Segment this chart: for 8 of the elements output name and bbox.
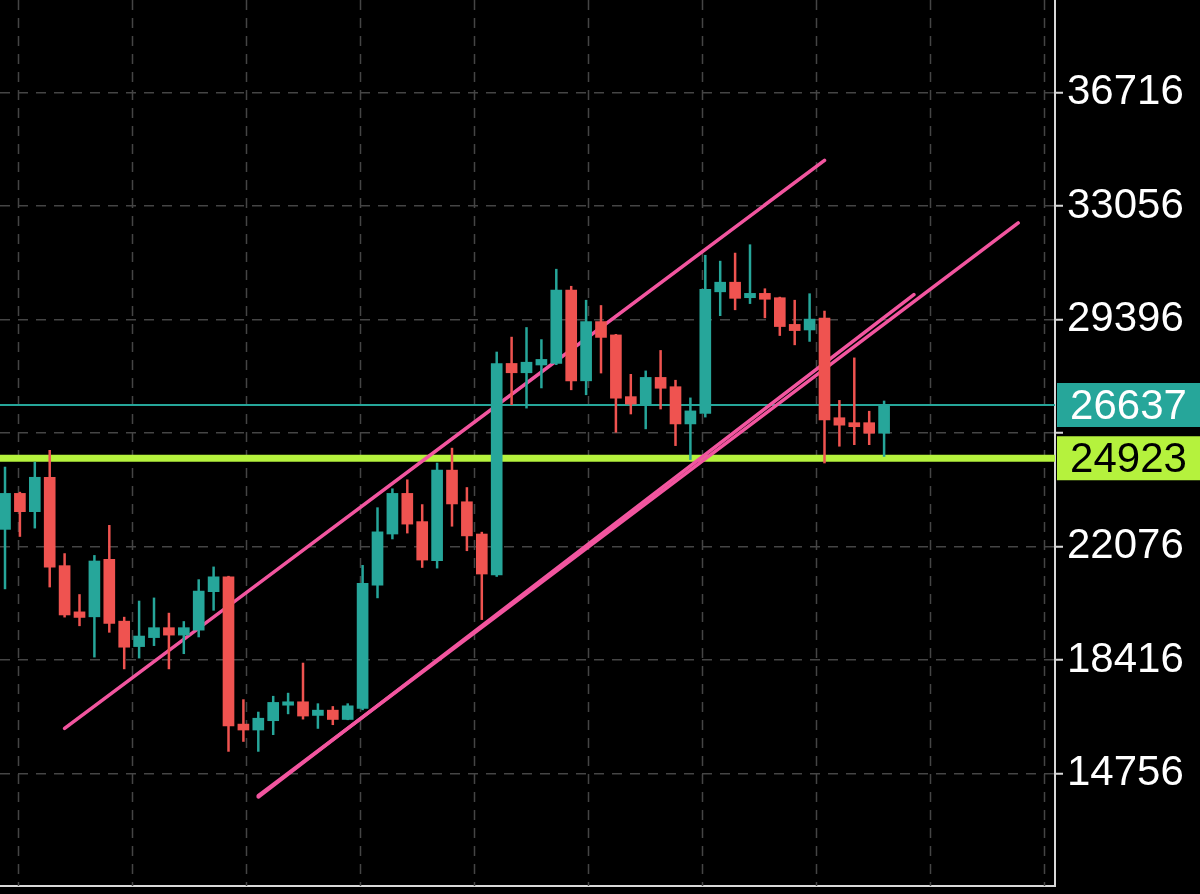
y-tick-label: 18416 — [1067, 633, 1184, 681]
y-tick-label: 33056 — [1067, 179, 1184, 227]
ref-line-label: 26637 — [1070, 380, 1187, 428]
ref-line-label: 24923 — [1070, 433, 1187, 481]
y-tick-label: 22076 — [1067, 520, 1184, 568]
y-tick-label: 36716 — [1067, 66, 1184, 114]
y-tick-label: 14756 — [1067, 747, 1184, 795]
y-tick-label: 29396 — [1067, 293, 1184, 341]
